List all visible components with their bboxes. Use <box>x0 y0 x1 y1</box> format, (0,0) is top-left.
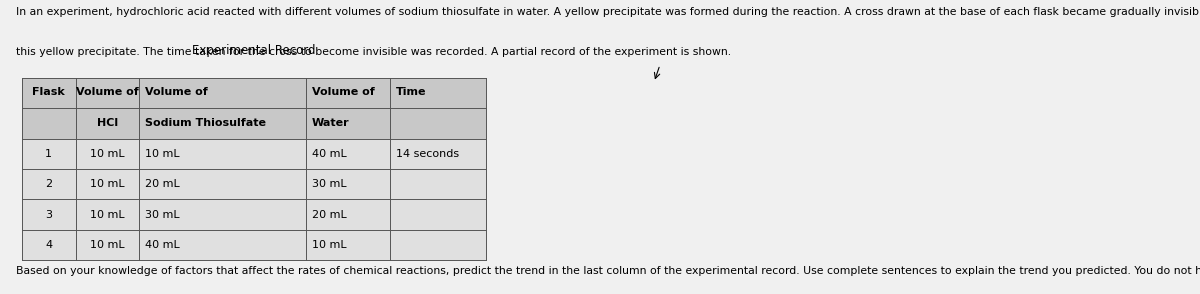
Text: 20 mL: 20 mL <box>312 210 347 220</box>
Bar <box>22 78 486 260</box>
Text: 40 mL: 40 mL <box>312 149 347 159</box>
Text: this yellow precipitate. The time taken for the cross to become invisible was re: this yellow precipitate. The time taken … <box>16 47 731 57</box>
Text: Based on your knowledge of factors that affect the rates of chemical reactions, : Based on your knowledge of factors that … <box>16 266 1200 276</box>
Text: 10 mL: 10 mL <box>90 240 125 250</box>
Text: 3: 3 <box>46 210 52 220</box>
Text: HCl: HCl <box>97 118 118 128</box>
Text: 10 mL: 10 mL <box>90 179 125 189</box>
Text: Volume of: Volume of <box>145 86 208 97</box>
Text: 30 mL: 30 mL <box>145 210 180 220</box>
Text: 10 mL: 10 mL <box>145 149 180 159</box>
Text: 10 mL: 10 mL <box>312 240 347 250</box>
Text: Sodium Thiosulfate: Sodium Thiosulfate <box>145 118 266 128</box>
Text: 4: 4 <box>46 240 52 250</box>
Text: Experimental Record: Experimental Record <box>192 44 316 57</box>
Text: 30 mL: 30 mL <box>312 179 347 189</box>
Text: 1: 1 <box>46 149 52 159</box>
Bar <box>22 78 486 139</box>
Text: 20 mL: 20 mL <box>145 179 180 189</box>
Text: 14 seconds: 14 seconds <box>396 149 460 159</box>
Text: In an experiment, hydrochloric acid reacted with different volumes of sodium thi: In an experiment, hydrochloric acid reac… <box>16 7 1200 17</box>
Text: 2: 2 <box>46 179 52 189</box>
Text: Volume of: Volume of <box>76 86 139 97</box>
Text: Volume of: Volume of <box>312 86 374 97</box>
Text: Water: Water <box>312 118 349 128</box>
Text: Time: Time <box>396 86 426 97</box>
Text: 10 mL: 10 mL <box>90 149 125 159</box>
Text: Flask: Flask <box>32 86 65 97</box>
Text: 40 mL: 40 mL <box>145 240 180 250</box>
Text: 10 mL: 10 mL <box>90 210 125 220</box>
